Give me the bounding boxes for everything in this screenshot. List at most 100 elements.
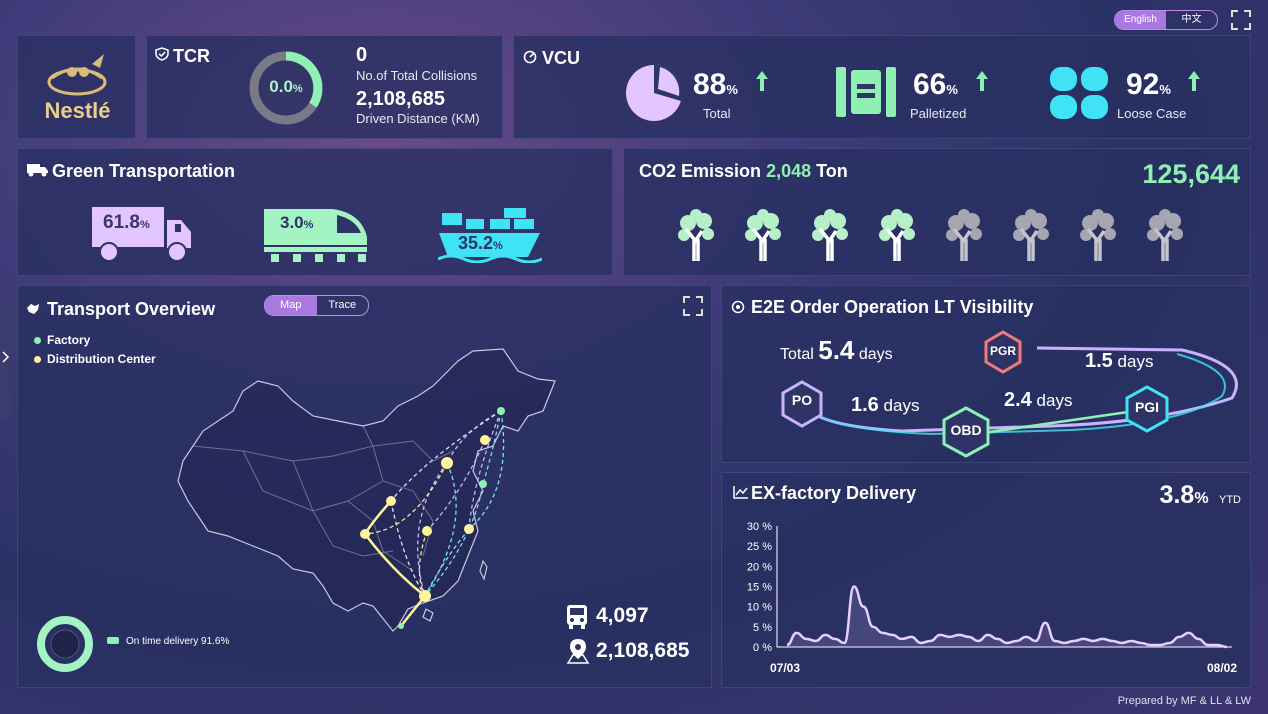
transport-panel: Transport Overview Factory Distribution …	[17, 285, 712, 688]
ship-icon	[438, 208, 542, 263]
node-pgr: PGR	[989, 344, 1016, 358]
footer-credit: Prepared by MF & LL & LW	[1117, 695, 1251, 707]
exfactory-panel: EX-factory Delivery 3.8% YTD 0 % 5 % 10 % 1…	[721, 472, 1251, 688]
tree-icon	[877, 209, 917, 263]
node-pgi: PGI	[1134, 399, 1160, 415]
language-toggle[interactable]: English 中文	[1114, 10, 1218, 30]
y-tick-label: 10 %	[747, 602, 772, 614]
vcu-total-value: 88%	[693, 68, 738, 101]
location-pin-icon	[566, 639, 590, 664]
tcr-ring	[249, 51, 323, 125]
series-area	[787, 586, 1227, 647]
gauge-icon	[523, 50, 537, 64]
tree-icon	[1078, 209, 1118, 263]
tree-icon	[743, 209, 783, 263]
vcu-loose-value: 92%	[1126, 68, 1171, 101]
co2-title: CO2 Emission 2,048 Ton	[639, 161, 848, 181]
tcr-title: TCR	[173, 46, 210, 66]
vcu-palletized-value: 66%	[913, 68, 958, 101]
truck-share: 61.8%	[103, 212, 150, 233]
y-tick-label: 20 %	[747, 561, 772, 573]
exfactory-chart: 0 % 5 % 10 % 15 % 20 % 25 % 30 % 07/03 08/02	[747, 521, 1237, 675]
expand-icon[interactable]	[683, 296, 703, 316]
vcu-title: VCU	[542, 48, 581, 68]
logo-panel: Nestlé	[17, 35, 136, 139]
side-drawer-handle[interactable]	[0, 295, 11, 420]
e2e-total: Total 5.4 days	[780, 335, 893, 365]
ontime-legend: On time delivery 91.6%	[107, 636, 229, 647]
vcu-panel: VCU 88% Total 66% Palletized 92% Loose C…	[513, 35, 1251, 139]
pie-chart-icon	[626, 64, 683, 121]
truck-count: 4,097	[596, 604, 649, 627]
distance-value: 2,108,685	[356, 88, 445, 110]
collisions-label: No.of Total Collisions	[356, 68, 478, 83]
distance-label: Driven Distance (KM)	[356, 111, 480, 126]
loose-case-icon	[1050, 67, 1108, 119]
fullscreen-icon[interactable]	[1231, 10, 1251, 30]
y-tick-label: 15 %	[747, 582, 772, 594]
up-arrow-icon	[756, 71, 768, 91]
co2-panel: CO2 Emission 2,048 Ton 125,644	[623, 148, 1251, 276]
lang-english[interactable]: English	[1115, 11, 1166, 29]
green-transport-panel: Green Transportation 61.8% 3.0% 35.2%	[17, 148, 613, 276]
tree-icon	[810, 209, 850, 263]
node-obd: OBD	[950, 422, 982, 438]
tree-icon	[1011, 209, 1051, 263]
truck-icon	[92, 207, 191, 262]
x-tick-label: 08/02	[1207, 661, 1237, 675]
nestle-nest-icon	[47, 54, 107, 96]
vcu-loose-label: Loose Case	[1117, 106, 1187, 121]
tcr-panel: TCR 0.0% 0 No.of Total Collisions 2,108,…	[146, 35, 503, 139]
tree-icon	[676, 209, 716, 263]
lang-chinese[interactable]: 中文	[1181, 14, 1202, 25]
delivery-truck-icon	[27, 164, 48, 177]
segment-pgr-pgi: 1.5 days	[1085, 350, 1154, 372]
tab-map[interactable]: Map	[265, 296, 317, 315]
vcu-palletized-label: Palletized	[910, 106, 967, 121]
node-po: PO	[791, 392, 813, 408]
tcr-ring-value: 0.0%	[269, 77, 303, 96]
node-po-icon	[781, 380, 823, 428]
ontime-donut	[37, 616, 93, 672]
green-title: Green Transportation	[52, 161, 236, 181]
node-obd-icon	[942, 406, 990, 458]
exfactory-ytd: 3.8% YTD	[1159, 481, 1241, 509]
tab-trace[interactable]: Trace	[328, 299, 357, 311]
up-arrow-icon	[976, 71, 988, 91]
segment-obd-pgi: 2.4 days	[1004, 389, 1073, 411]
ship-share: 35.2%	[458, 233, 503, 253]
transport-title: Transport Overview	[47, 299, 216, 319]
collisions-value: 0	[356, 44, 368, 66]
y-tick-label: 30 %	[747, 521, 772, 533]
china-map	[177, 348, 556, 632]
e2e-panel: E2E Order Operation LT Visibility Total …	[721, 285, 1251, 463]
segment-po-obd: 1.6 days	[851, 394, 920, 416]
logo-text: Nestlé	[44, 98, 111, 123]
legend-distribution-center: Distribution Center	[34, 352, 156, 366]
legend-factory: Factory	[34, 333, 90, 347]
tree-icon	[944, 209, 984, 263]
target-icon	[731, 300, 745, 314]
tree-icon	[1145, 209, 1185, 263]
y-tick-label: 0 %	[753, 642, 772, 654]
co2-total: 125,644	[1142, 159, 1240, 189]
node-pgi-icon	[1125, 385, 1169, 433]
vcu-total-label: Total	[703, 106, 731, 121]
line-chart-icon	[733, 486, 748, 499]
train-share: 3.0%	[280, 213, 314, 232]
up-arrow-icon	[1188, 71, 1200, 91]
tree-row	[676, 209, 1196, 265]
map-icon	[27, 304, 39, 314]
total-distance: 2,108,685	[596, 639, 690, 662]
chevron-right-icon	[2, 351, 10, 363]
node-pgr-icon	[984, 330, 1022, 374]
chart-axes	[776, 526, 1232, 648]
x-tick-label: 07/03	[770, 661, 800, 675]
y-tick-label: 25 %	[747, 541, 772, 553]
train-icon	[264, 209, 367, 262]
pallet-icon	[836, 67, 896, 117]
y-tick-label: 5 %	[753, 622, 772, 634]
map-trace-toggle[interactable]: Map Trace	[264, 295, 369, 316]
exfactory-title: EX-factory Delivery	[751, 483, 917, 503]
series-line	[786, 585, 1228, 649]
